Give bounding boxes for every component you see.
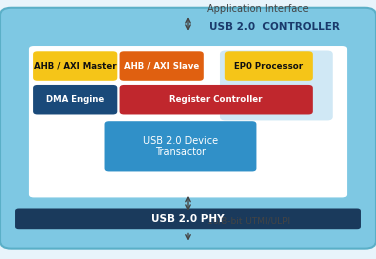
FancyBboxPatch shape [0,8,376,249]
Text: AHB / AXI Master: AHB / AXI Master [34,62,117,70]
Text: USB 2.0 PHY: USB 2.0 PHY [151,214,225,224]
FancyBboxPatch shape [33,51,117,81]
Text: 16/8-bit UTMI/ULPI: 16/8-bit UTMI/ULPI [207,216,290,225]
FancyBboxPatch shape [225,51,313,81]
FancyBboxPatch shape [120,51,204,81]
Text: Register Controller: Register Controller [170,95,263,104]
Text: USB 2.0  CONTROLLER: USB 2.0 CONTROLLER [209,22,340,32]
FancyBboxPatch shape [105,121,256,171]
Text: DMA Engine: DMA Engine [46,95,104,104]
Text: EP0 Processor: EP0 Processor [234,62,303,70]
FancyBboxPatch shape [15,208,361,229]
FancyBboxPatch shape [120,85,313,114]
Text: Application Interface: Application Interface [207,4,308,14]
Text: AHB / AXI Slave: AHB / AXI Slave [124,62,199,70]
FancyBboxPatch shape [220,51,333,120]
Text: USB 2.0 Device
Transactor: USB 2.0 Device Transactor [143,135,218,157]
FancyBboxPatch shape [33,85,117,114]
FancyBboxPatch shape [28,45,348,198]
